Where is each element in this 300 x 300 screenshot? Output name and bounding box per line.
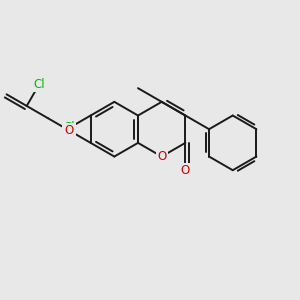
Text: Cl: Cl (33, 78, 45, 91)
Text: O: O (65, 124, 74, 137)
Text: Cl: Cl (64, 121, 75, 134)
Text: O: O (157, 150, 166, 163)
Text: O: O (181, 164, 190, 177)
